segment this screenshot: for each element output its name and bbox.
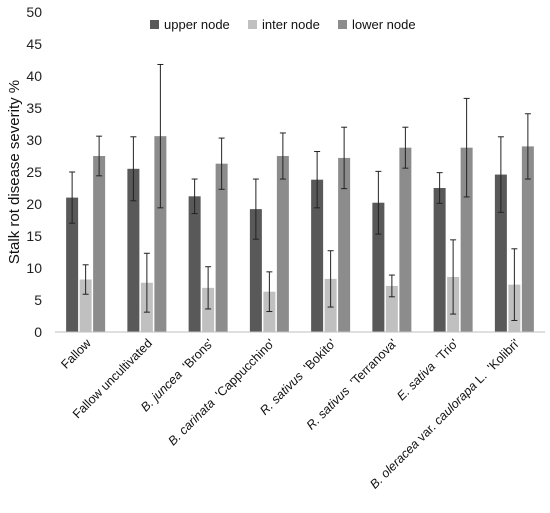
- bar-upper-node-5: [372, 202, 385, 332]
- error-bar: [82, 264, 89, 295]
- bars: [66, 136, 534, 332]
- error-bar: [341, 126, 348, 190]
- error-bar: [314, 151, 321, 209]
- error-bar: [511, 248, 518, 321]
- error-bar: [402, 126, 409, 169]
- y-tick-label: 30: [26, 132, 42, 148]
- category-label-part: B. juncea: [138, 368, 185, 415]
- bar-inter-node-0: [79, 279, 92, 332]
- legend-label: lower node: [352, 17, 416, 32]
- error-bar: [497, 136, 504, 213]
- category-label-part: R. sativus: [304, 384, 353, 433]
- error-bar: [375, 170, 382, 235]
- y-tick-label: 20: [26, 196, 42, 212]
- error-bar: [327, 250, 334, 308]
- y-tick-label: 35: [26, 100, 42, 116]
- category-label-part: Fallow: [58, 336, 94, 372]
- error-bar: [143, 252, 150, 313]
- bar-upper-node-3: [249, 209, 262, 332]
- category-label-part: 'Terranova': [342, 336, 399, 393]
- y-tick-label: 25: [26, 164, 42, 180]
- legend-label: inter node: [262, 17, 320, 32]
- y-axis-title: Stalk rot disease severity %: [6, 80, 23, 264]
- error-bar: [463, 97, 470, 198]
- category-label-part: 'Bokito': [296, 336, 339, 379]
- category-label: B. carinata 'Cappucchino': [165, 336, 277, 448]
- error-bar: [218, 137, 225, 190]
- legend-swatch-inter-node: [248, 20, 257, 29]
- bar-lower-node-0: [93, 156, 106, 332]
- bar-lower-node-4: [338, 157, 351, 332]
- error-bar: [69, 171, 76, 224]
- error-bars: [69, 63, 531, 321]
- bar-lower-node-1: [154, 136, 167, 332]
- category-label-part: 'Cappucchino': [208, 336, 278, 406]
- bar-upper-node-2: [188, 196, 201, 332]
- legend-swatch-lower-node: [338, 20, 347, 29]
- y-tick-label: 50: [26, 4, 42, 20]
- bar-upper-node-4: [311, 179, 324, 332]
- error-bar: [205, 266, 212, 310]
- error-bar: [96, 135, 103, 177]
- error-bar: [252, 178, 259, 240]
- y-tick-label: 45: [26, 36, 42, 52]
- category-label-part: R. sativus: [257, 369, 306, 418]
- category-label-part: 'Trio': [428, 336, 461, 369]
- bar-upper-node-7: [494, 174, 507, 332]
- y-tick-label: 40: [26, 68, 42, 84]
- error-bar: [524, 113, 531, 180]
- error-bar: [279, 132, 286, 180]
- bar-inter-node-5: [385, 285, 398, 332]
- error-bar: [388, 274, 395, 298]
- y-axis-ticks: 0 5 10 15 20 25 30 35 40 45 50: [26, 4, 42, 340]
- bar-upper-node-0: [66, 197, 79, 332]
- error-bar: [266, 271, 273, 313]
- bar-lower-node-2: [215, 163, 228, 332]
- error-bar: [157, 63, 164, 209]
- category-label-part: B. carinata: [165, 396, 217, 448]
- y-tick-label: 15: [26, 228, 42, 244]
- category-label-part: L. 'Kolibri': [470, 336, 523, 389]
- bar-inter-node-2: [202, 287, 215, 332]
- legend-swatch-upper-node: [150, 20, 159, 29]
- category-label-part: B. oleracea: [367, 437, 422, 492]
- legend: upper node inter node lower node: [150, 17, 416, 32]
- bar-lower-node-7: [521, 146, 534, 332]
- bar-lower-node-3: [276, 156, 289, 332]
- legend-label: upper node: [164, 17, 230, 32]
- bar-lower-node-5: [399, 147, 412, 332]
- error-bar: [450, 239, 457, 315]
- y-tick-label: 0: [34, 324, 42, 340]
- category-label: E. sativa 'Trio': [394, 336, 461, 403]
- category-label: Fallow: [58, 336, 94, 372]
- error-bar: [191, 178, 198, 215]
- bar-upper-node-1: [127, 168, 140, 332]
- category-label-part: E. sativa: [394, 359, 438, 403]
- bar-upper-node-6: [433, 188, 446, 332]
- y-tick-label: 5: [34, 292, 42, 308]
- category-label-part: caulorapa: [431, 379, 480, 428]
- category-label-part: 'Brons': [175, 336, 216, 377]
- y-tick-label: 10: [26, 260, 42, 276]
- error-bar: [436, 172, 443, 204]
- bar-lower-node-6: [460, 147, 473, 332]
- error-bar: [130, 136, 137, 202]
